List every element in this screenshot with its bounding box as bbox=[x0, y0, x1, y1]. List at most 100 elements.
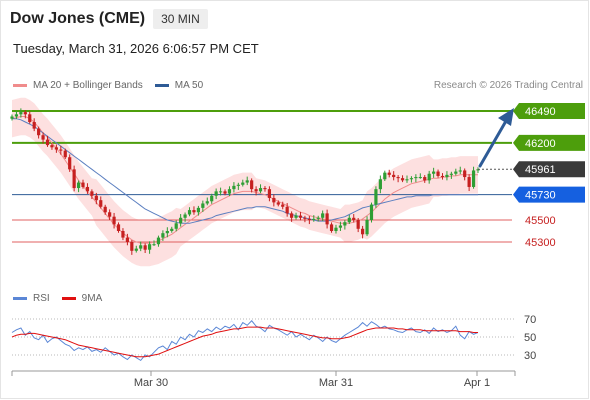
candle-body bbox=[471, 170, 476, 187]
candle-body bbox=[94, 195, 98, 201]
rsi-tick-30: 30 bbox=[524, 350, 536, 362]
rsi-legend: RSI 9MA bbox=[13, 293, 102, 304]
time-tick-label: Apr 1 bbox=[464, 377, 490, 389]
candle-body bbox=[290, 213, 294, 218]
candle-body bbox=[156, 237, 161, 245]
candle-body bbox=[476, 169, 480, 171]
candle-body bbox=[214, 191, 218, 196]
candle-body bbox=[28, 114, 32, 123]
rsi-tick-70: 70 bbox=[524, 314, 536, 326]
candle-body bbox=[356, 219, 360, 229]
timeframe-selector[interactable]: 30 MIN bbox=[153, 9, 208, 29]
candle-body bbox=[281, 204, 285, 207]
candle-body bbox=[347, 217, 351, 223]
candle-body bbox=[383, 172, 387, 180]
ma20-swatch bbox=[13, 84, 27, 87]
candle-body bbox=[400, 178, 405, 181]
candle-body bbox=[223, 191, 227, 194]
timestamp: Tuesday, March 31, 2026 6:06:57 PM CET bbox=[13, 41, 259, 56]
candle-body bbox=[334, 227, 338, 231]
price-label-45500: 45500 bbox=[525, 215, 556, 227]
candle-body bbox=[432, 171, 436, 174]
candle-body bbox=[272, 197, 276, 203]
candle-body bbox=[161, 233, 165, 238]
rsi-tick-50: 50 bbox=[524, 332, 536, 344]
candle-body bbox=[232, 185, 236, 190]
candle-body bbox=[108, 212, 112, 217]
time-tick-label: Mar 30 bbox=[134, 377, 168, 389]
candle-body bbox=[59, 149, 63, 151]
research-credit: Research © 2026 Trading Central bbox=[433, 80, 583, 91]
ma50-line bbox=[12, 118, 478, 224]
candle-body bbox=[37, 128, 41, 136]
candle-body bbox=[294, 215, 298, 218]
candle-body bbox=[68, 157, 72, 170]
candle-body bbox=[139, 245, 143, 249]
candle-body bbox=[121, 230, 125, 238]
price-label-45300: 45300 bbox=[525, 237, 556, 249]
candle-body bbox=[218, 191, 223, 193]
candle-body bbox=[458, 170, 462, 172]
ma9-swatch bbox=[61, 297, 76, 300]
candle-body bbox=[267, 189, 272, 198]
candle-body bbox=[254, 189, 258, 192]
candle-body bbox=[321, 213, 325, 218]
candle-body bbox=[72, 169, 76, 189]
candle-body bbox=[23, 112, 27, 115]
price-label-46200: 46200 bbox=[525, 138, 556, 150]
forecast-arrow-head bbox=[498, 108, 514, 126]
instrument-title: Dow Jones (CME) bbox=[10, 10, 146, 27]
candle-body bbox=[130, 242, 134, 251]
rsi-swatch bbox=[13, 297, 27, 300]
candle-body bbox=[303, 217, 307, 219]
legend-ma50-label: MA 50 bbox=[174, 80, 204, 91]
candle-body bbox=[440, 175, 445, 178]
candle-body bbox=[125, 237, 129, 242]
price-label-45961: 45961 bbox=[525, 164, 556, 176]
candle-body bbox=[329, 224, 334, 231]
candle-body bbox=[10, 116, 14, 119]
candle-body bbox=[467, 177, 471, 187]
candle-body bbox=[316, 217, 320, 219]
candle-body bbox=[361, 228, 365, 235]
candle-body bbox=[147, 244, 152, 250]
price-tag-46490 bbox=[513, 103, 585, 119]
candle-body bbox=[325, 213, 329, 225]
candle-body bbox=[463, 170, 467, 178]
candle-body bbox=[285, 206, 289, 214]
ma50-swatch bbox=[154, 84, 169, 87]
candle-body bbox=[183, 214, 187, 218]
candle-body bbox=[205, 201, 209, 204]
ma20-line bbox=[11, 116, 478, 244]
legend-ma9-label: 9MA bbox=[81, 293, 103, 304]
candle-body bbox=[352, 217, 356, 220]
candle-body bbox=[365, 219, 369, 235]
candle-body bbox=[90, 191, 94, 196]
candle-body bbox=[63, 150, 67, 158]
candle-body bbox=[227, 189, 232, 194]
candle-body bbox=[152, 244, 156, 246]
price-legend: MA 20 + Bollinger Bands MA 50 bbox=[13, 80, 203, 91]
legend-ma20-label: MA 20 + Bollinger Bands bbox=[33, 80, 143, 91]
candle-body bbox=[179, 217, 183, 224]
candle-body bbox=[32, 122, 36, 129]
candle-body bbox=[378, 179, 382, 190]
price-tag-46200 bbox=[513, 134, 585, 151]
candle-body bbox=[405, 179, 409, 181]
candle-body bbox=[245, 180, 249, 183]
candle-body bbox=[418, 177, 422, 179]
candle-body bbox=[165, 230, 169, 234]
candle-body bbox=[343, 222, 347, 226]
candle-body bbox=[263, 188, 267, 190]
candle-body bbox=[396, 177, 400, 179]
candle-body bbox=[85, 186, 90, 192]
candle-body bbox=[196, 207, 200, 213]
candle-body bbox=[276, 202, 280, 205]
candle-body bbox=[19, 112, 23, 115]
forecast-arrow-shaft bbox=[478, 119, 508, 168]
candle-body bbox=[236, 184, 240, 186]
candle-body bbox=[201, 203, 205, 208]
candle-body bbox=[374, 189, 378, 205]
